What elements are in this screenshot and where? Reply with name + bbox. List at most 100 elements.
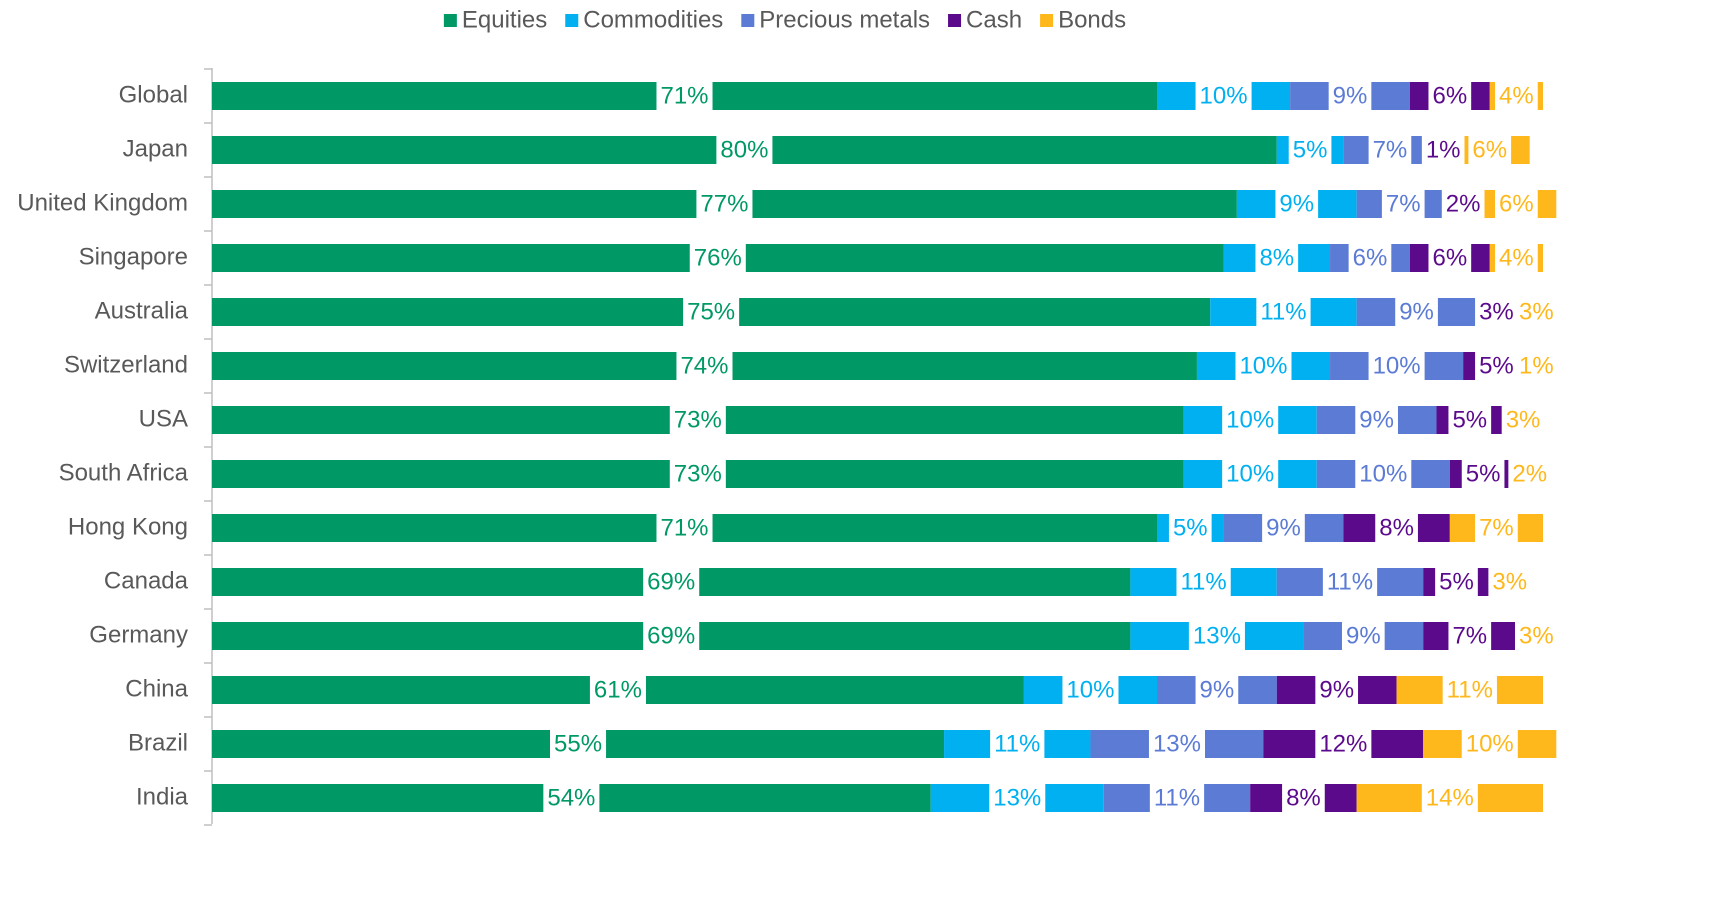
legend-label: Equities xyxy=(462,6,547,33)
data-label: 80% xyxy=(720,136,768,163)
y-tick-label: United Kingdom xyxy=(17,189,188,216)
label-background xyxy=(1495,78,1538,114)
label-background xyxy=(696,186,753,222)
data-label: 3% xyxy=(1479,298,1514,325)
label-background xyxy=(716,132,773,168)
data-label: 4% xyxy=(1499,244,1534,271)
label-background xyxy=(1168,510,1212,546)
label-background xyxy=(1275,186,1319,222)
data-label: 8% xyxy=(1259,244,1294,271)
label-background xyxy=(1461,456,1505,492)
data-label: 7% xyxy=(1479,514,1514,541)
data-label: 8% xyxy=(1286,784,1321,811)
data-label: 5% xyxy=(1293,136,1328,163)
label-background xyxy=(1428,240,1472,276)
label-background xyxy=(1222,456,1279,492)
label-background xyxy=(1188,618,1245,654)
data-label: 73% xyxy=(674,406,722,433)
data-label: 6% xyxy=(1432,82,1467,109)
y-tick-label: Japan xyxy=(123,135,188,162)
label-background xyxy=(1262,510,1305,546)
legend-label: Bonds xyxy=(1058,6,1126,33)
label-background xyxy=(550,726,607,762)
data-label: 5% xyxy=(1173,514,1208,541)
data-label: 13% xyxy=(1153,730,1201,757)
data-label: 10% xyxy=(1359,460,1407,487)
data-label: 3% xyxy=(1492,568,1527,595)
label-background xyxy=(1495,186,1538,222)
data-label: 9% xyxy=(1399,298,1434,325)
label-background xyxy=(1315,672,1359,708)
label-background xyxy=(1255,240,1299,276)
y-tick-label: South Africa xyxy=(59,459,189,486)
data-label: 10% xyxy=(1239,352,1287,379)
label-background xyxy=(1515,348,1558,384)
legend-marker xyxy=(565,14,579,27)
data-label: 69% xyxy=(647,568,695,595)
data-label: 3% xyxy=(1519,298,1554,325)
label-background xyxy=(1235,348,1292,384)
label-background xyxy=(1515,294,1558,330)
data-label: 54% xyxy=(547,784,595,811)
label-background xyxy=(1348,240,1392,276)
y-tick-label: Brazil xyxy=(128,729,188,756)
label-background xyxy=(589,672,646,708)
data-label: 11% xyxy=(994,730,1040,757)
label-background xyxy=(1355,456,1412,492)
label-background xyxy=(543,780,600,816)
legend-marker xyxy=(443,14,457,27)
data-label: 77% xyxy=(700,190,748,217)
data-label: 11% xyxy=(1327,568,1373,595)
y-tick-label: China xyxy=(125,675,188,702)
data-label: 13% xyxy=(1193,622,1241,649)
data-label: 11% xyxy=(1260,298,1306,325)
data-label: 12% xyxy=(1319,730,1367,757)
label-background xyxy=(1442,672,1497,708)
data-label: 6% xyxy=(1353,244,1388,271)
data-label: 9% xyxy=(1333,82,1368,109)
label-background xyxy=(1515,618,1558,654)
label-background xyxy=(1468,132,1512,168)
label-background xyxy=(689,240,746,276)
label-background xyxy=(643,564,700,600)
data-label: 9% xyxy=(1279,190,1314,217)
data-label: 7% xyxy=(1452,622,1487,649)
data-label: 10% xyxy=(1226,460,1274,487)
label-background xyxy=(1355,402,1398,438)
label-background xyxy=(1435,564,1478,600)
data-label: 3% xyxy=(1506,406,1541,433)
data-label: 4% xyxy=(1499,82,1534,109)
data-label: 1% xyxy=(1426,136,1461,163)
legend-marker xyxy=(948,14,962,27)
label-background xyxy=(1395,294,1438,330)
label-background xyxy=(1461,726,1518,762)
data-label: 11% xyxy=(1447,676,1493,703)
label-background xyxy=(656,78,713,114)
label-background xyxy=(669,456,726,492)
label-background xyxy=(1475,510,1518,546)
label-background xyxy=(683,294,740,330)
y-tick-label: Canada xyxy=(104,567,189,594)
data-label: 6% xyxy=(1432,244,1467,271)
data-label: 1% xyxy=(1519,352,1554,379)
data-label: 14% xyxy=(1426,784,1474,811)
label-background xyxy=(1368,132,1412,168)
label-background xyxy=(1062,672,1119,708)
data-label: 5% xyxy=(1452,406,1487,433)
data-label: 9% xyxy=(1266,514,1301,541)
legend-label: Precious metals xyxy=(759,6,930,33)
label-background xyxy=(1495,240,1538,276)
data-label: 6% xyxy=(1499,190,1534,217)
data-label: 8% xyxy=(1379,514,1414,541)
data-label: 9% xyxy=(1359,406,1394,433)
label-background xyxy=(1368,348,1425,384)
data-label: 74% xyxy=(680,352,728,379)
label-background xyxy=(1375,510,1418,546)
data-label: 9% xyxy=(1200,676,1235,703)
y-tick-label: Singapore xyxy=(79,243,188,270)
y-tick-label: Hong Kong xyxy=(68,513,188,540)
label-background xyxy=(676,348,733,384)
data-label: 75% xyxy=(687,298,735,325)
data-label: 10% xyxy=(1466,730,1514,757)
